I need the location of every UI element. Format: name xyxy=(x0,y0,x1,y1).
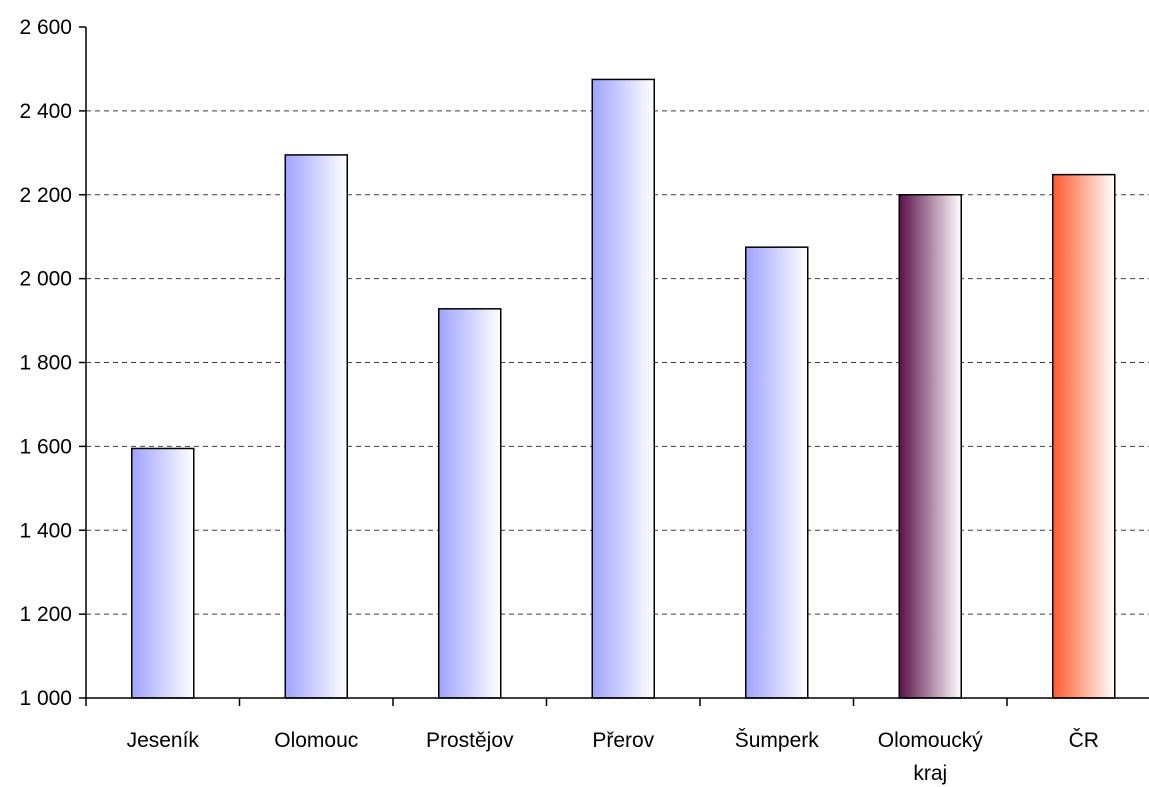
y-tick-label: 2 200 xyxy=(19,184,72,207)
y-tick-label: 1 400 xyxy=(19,519,72,542)
x-category-label: Olomoucký kraj xyxy=(878,729,984,785)
y-tick-label: 1 600 xyxy=(19,435,72,458)
x-category-label: Šumperk xyxy=(735,729,820,752)
bar-jeseník xyxy=(132,448,194,698)
y-tick-label: 2 000 xyxy=(19,268,72,291)
bar-čr xyxy=(1053,175,1115,698)
x-category-label: Prostějov xyxy=(426,729,514,752)
bar-přerov xyxy=(592,79,654,698)
x-category-label: Jeseník xyxy=(127,729,200,752)
x-axis-category-labels: Jeseník Olomouc Prostějov Přerov Šumperk Olom… xyxy=(127,729,1099,785)
x-category-label: Přerov xyxy=(592,729,654,752)
bar-prostějov xyxy=(439,309,501,698)
y-axis-tick-labels: 1 000 1 200 1 400 1 600 1 800 2 000 2 200 2 400… xyxy=(19,16,72,710)
x-category-label: ČR xyxy=(1069,729,1099,752)
y-tick-label: 1 000 xyxy=(19,687,72,710)
bar-šumperk xyxy=(746,247,808,698)
bar-olomouc xyxy=(285,155,347,698)
x-category-label: Olomouc xyxy=(274,729,358,752)
y-tick-label: 1 200 xyxy=(19,603,72,626)
y-tick-label: 1 800 xyxy=(19,352,72,375)
y-tick-label: 2 600 xyxy=(19,16,72,39)
y-tick-label: 2 400 xyxy=(19,100,72,123)
bars xyxy=(132,79,1115,698)
bar-olomoucký-kraj xyxy=(899,195,961,698)
